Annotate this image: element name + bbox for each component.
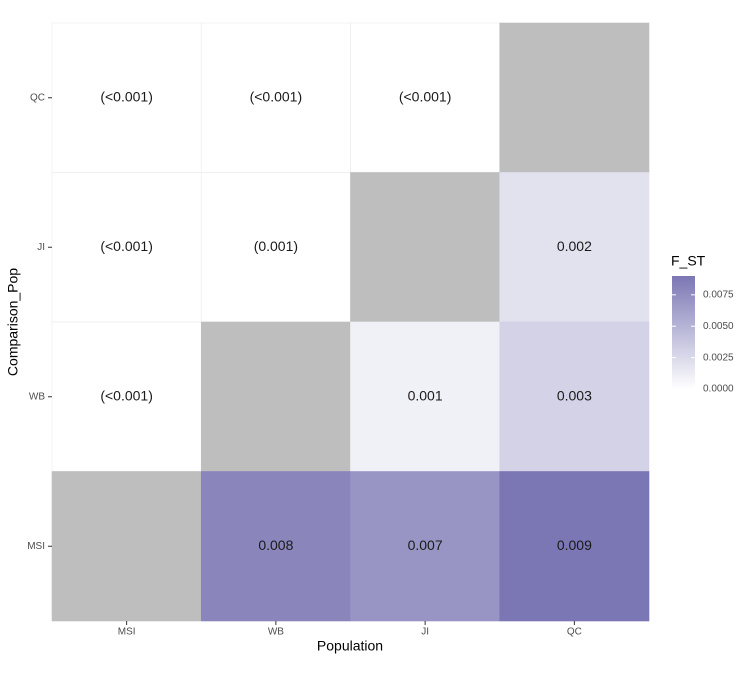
heat-cell [499,471,650,622]
heat-cell [200,471,351,622]
heat-cell [51,22,202,173]
heat-cell [51,172,202,323]
heat-cell [200,321,351,472]
cell-label: (0.001) [254,238,298,254]
cell-label: (<0.001) [100,238,153,254]
cell-label: (<0.001) [100,387,153,403]
heat-cell [499,22,650,173]
cell-label: (<0.001) [100,88,153,104]
colorbar-tick-label: 0.0050 [703,321,734,332]
x-axis-title: Population [317,638,383,654]
colorbar [672,276,695,389]
cell-label: 0.001 [408,387,443,403]
y-tick-label: WB [29,391,45,402]
y-tick-label: MSI [27,541,45,552]
cell-label: 0.003 [557,387,592,403]
heat-cell [350,172,501,323]
colorbar-tick-label: 0.0025 [703,352,734,363]
legend-title: F_ST [671,253,706,269]
x-tick-label: MSI [118,627,136,638]
heat-cell [350,22,501,173]
x-tick-label: JI [421,627,429,638]
heat-cell [51,471,202,622]
cell-label: 0.002 [557,238,592,254]
heat-cell [51,321,202,472]
heat-cell [200,22,351,173]
cell-label: (<0.001) [399,88,452,104]
colorbar-tick-label: 0.0075 [703,289,734,300]
heat-cell [200,172,351,323]
y-tick-label: QC [30,92,45,103]
colorbar-tick-label: 0.0000 [703,384,734,395]
cell-label: 0.009 [557,537,592,553]
heat-cell [350,321,501,472]
y-axis-title: Comparison_Pop [5,268,21,376]
x-tick-label: QC [567,627,582,638]
cell-label: 0.008 [258,537,293,553]
cell-label: (<0.001) [250,88,303,104]
heat-cell [499,172,650,323]
cell-label: 0.007 [408,537,443,553]
y-tick-label: JI [37,242,45,253]
x-tick-label: WB [268,627,284,638]
